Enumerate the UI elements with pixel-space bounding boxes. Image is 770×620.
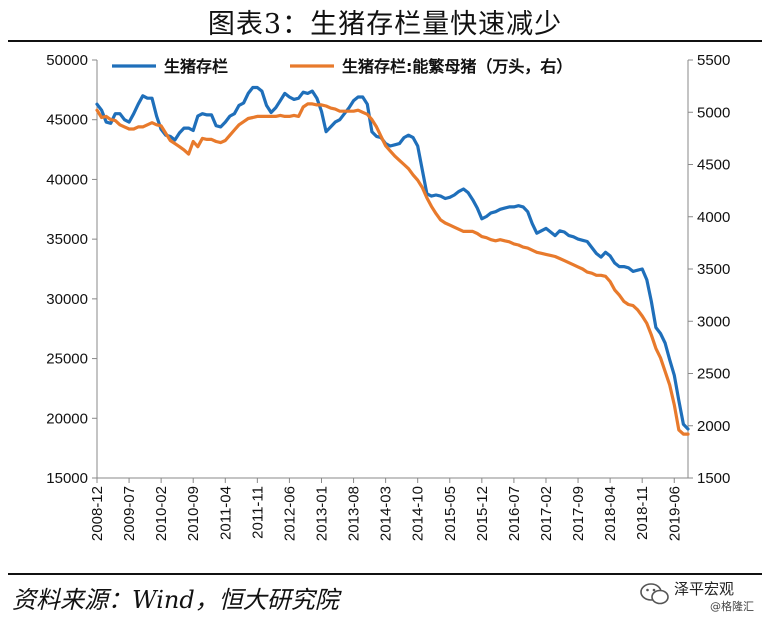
source-divider [8, 573, 762, 575]
y-right-tick-label: 4000 [697, 209, 730, 226]
x-tick-label: 2014-03 [378, 486, 395, 541]
x-tick-label: 2013-01 [313, 486, 330, 541]
x-tick-label: 2017-09 [570, 486, 587, 541]
x-tick-label: 2011-04 [217, 486, 234, 540]
x-tick-label: 2016-07 [506, 486, 523, 541]
x-tick-label: 2019-06 [666, 486, 683, 541]
y-right-tick-label: 2500 [697, 366, 730, 383]
x-tick-label: 2015-12 [474, 486, 491, 541]
y-left-tick-label: 15000 [46, 470, 88, 487]
figure-title: 图表3：生猪存栏量快速减少 [207, 9, 563, 40]
x-tick-label: 2009-07 [121, 486, 138, 541]
x-tick-label: 2015-05 [442, 486, 459, 541]
y-left-tick-label: 25000 [46, 351, 88, 368]
x-tick-label: 2018-04 [602, 486, 619, 541]
y-right-tick-label: 1500 [697, 470, 730, 487]
y-right-tick-label: 5500 [697, 52, 730, 69]
x-tick-label: 2011-11 [249, 486, 266, 539]
x-tick-label: 2008-12 [89, 486, 106, 541]
watermark-handle: @格隆汇 [710, 600, 754, 613]
x-tick-label: 2010-09 [185, 486, 202, 541]
y-right-tick-label: 3500 [697, 261, 730, 278]
x-tick-label: 2017-02 [538, 486, 555, 541]
y-right-tick-label: 5000 [697, 104, 730, 121]
x-tick-label: 2018-11 [634, 486, 651, 540]
y-left-tick-label: 45000 [46, 112, 88, 129]
series-line-1 [95, 85, 690, 431]
y-left-tick-label: 40000 [46, 171, 88, 188]
y-left-tick-label: 30000 [46, 291, 88, 308]
y-right-tick-label: 3000 [697, 313, 730, 330]
title-divider [8, 40, 762, 42]
x-tick-label: 2010-02 [153, 486, 170, 541]
legend-label-2: 生猪存栏:能繁母猪（万头，右） [342, 57, 572, 76]
y-left-tick-label: 50000 [46, 52, 88, 69]
line-chart: 15000 20000 25000 30000 35000 40000 45000 50000… [46, 52, 730, 541]
watermark: 泽平宏观 @格隆汇 [640, 576, 765, 616]
y-right-tick-label: 2000 [697, 418, 730, 435]
x-tick-label: 2012-06 [281, 486, 298, 541]
wechat-icon [640, 583, 669, 605]
series-line-2 [95, 102, 690, 436]
x-tick-label: 2014-10 [410, 486, 427, 541]
legend-label-1: 生猪存栏 [164, 57, 228, 76]
x-tick-label: 2013-08 [346, 486, 363, 541]
y-left-tick-label: 35000 [46, 231, 88, 248]
watermark-name: 泽平宏观 [674, 580, 735, 598]
y-left-tick-label: 20000 [46, 410, 88, 427]
source-note: 资料来源：Wind，恒大研究院 [12, 586, 339, 614]
y-right-tick-label: 4500 [697, 157, 730, 174]
